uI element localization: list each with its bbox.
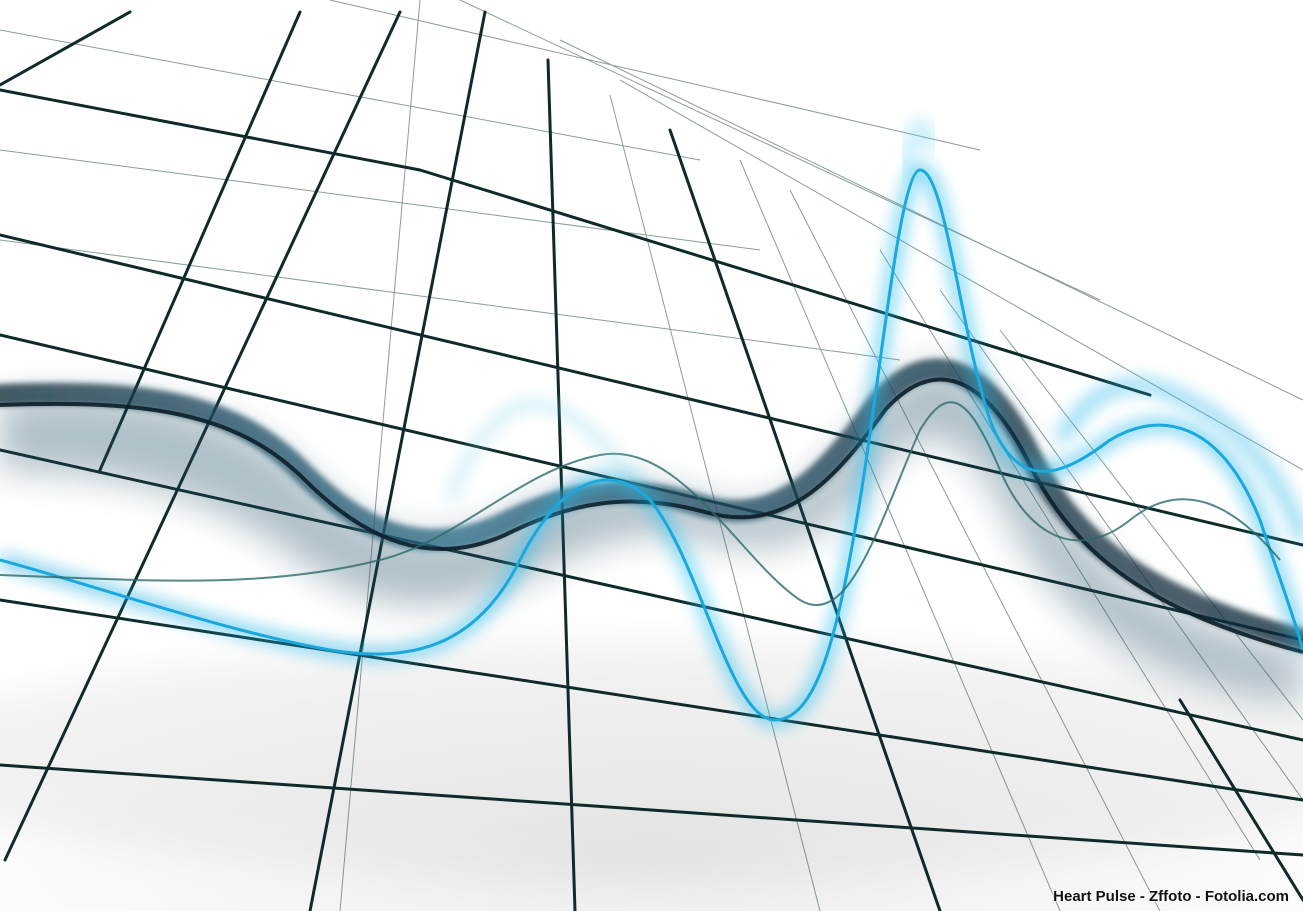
photo-credit: Heart Pulse - Zffoto - Fotolia.com (1053, 888, 1289, 905)
